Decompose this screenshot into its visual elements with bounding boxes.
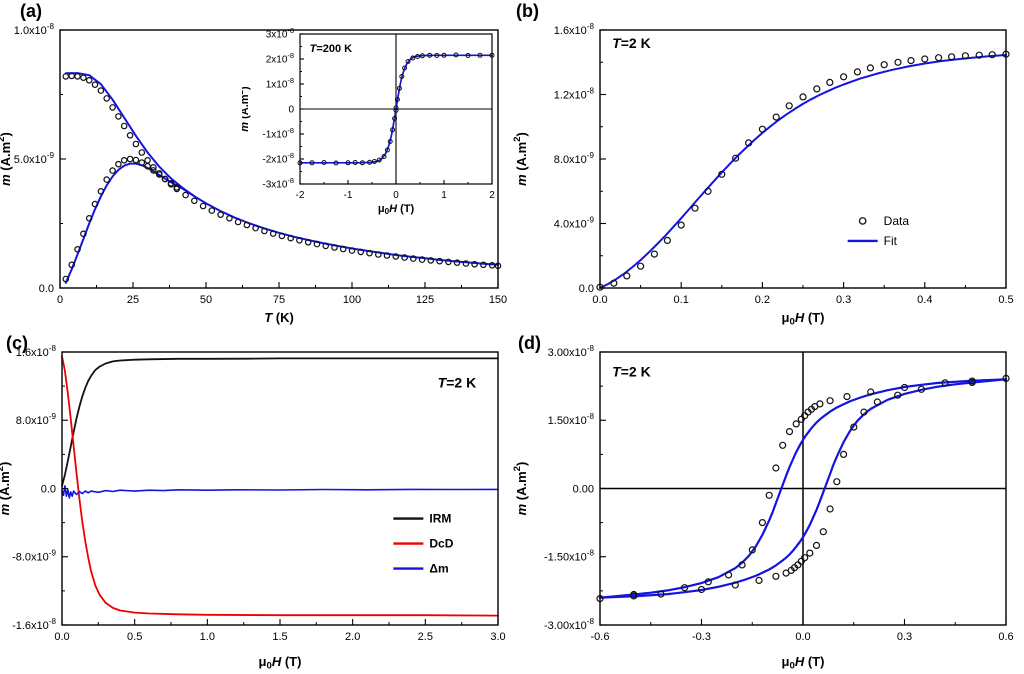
svg-text:-0.6: -0.6 bbox=[591, 631, 610, 643]
svg-text:0: 0 bbox=[288, 105, 294, 116]
svg-text:0.3: 0.3 bbox=[897, 631, 912, 643]
svg-text:0.0: 0.0 bbox=[579, 283, 594, 295]
svg-text:-1: -1 bbox=[344, 190, 353, 201]
svg-text:m (A.m2): m (A.m2) bbox=[512, 132, 529, 186]
svg-text:0.1: 0.1 bbox=[674, 294, 689, 306]
svg-text:100: 100 bbox=[343, 294, 361, 306]
svg-text:1.0: 1.0 bbox=[200, 631, 215, 643]
svg-text:Fit: Fit bbox=[884, 234, 898, 248]
svg-text:50: 50 bbox=[200, 294, 212, 306]
svg-text:3x10-8: 3x10-8 bbox=[266, 26, 294, 40]
svg-text:μ0H (T): μ0H (T) bbox=[782, 310, 825, 328]
panel-d: (d) -0.6 -0.3 0.0 0.3 0.6 -3.00x10-8 -1.50x10-… bbox=[512, 330, 1024, 674]
svg-text:0.4: 0.4 bbox=[917, 294, 932, 306]
svg-text:-2x10-8: -2x10-8 bbox=[262, 151, 294, 166]
svg-text:1.50x10-8: 1.50x10-8 bbox=[548, 412, 595, 427]
panel-b-label: (b) bbox=[516, 1, 539, 21]
svg-text:3.0: 3.0 bbox=[490, 631, 505, 643]
svg-text:DcD: DcD bbox=[429, 537, 453, 551]
svg-text:T=2 K: T=2 K bbox=[438, 374, 477, 390]
svg-text:2.5: 2.5 bbox=[418, 631, 433, 643]
svg-text:-3.00x10-8: -3.00x10-8 bbox=[544, 617, 595, 632]
svg-text:Δm: Δm bbox=[429, 562, 448, 576]
svg-text:0: 0 bbox=[57, 294, 63, 306]
panel-c-label: (c) bbox=[6, 333, 28, 353]
svg-text:0.0: 0.0 bbox=[592, 294, 607, 306]
svg-text:0.5: 0.5 bbox=[998, 294, 1013, 306]
svg-text:-0.3: -0.3 bbox=[692, 631, 711, 643]
svg-text:4.0x10-9: 4.0x10-9 bbox=[554, 215, 595, 230]
panel-b: (b) 0.0 0.1 0.2 0.3 0.4 0.5 0.0 4.0x10-9 8.0x10-… bbox=[512, 0, 1024, 330]
svg-text:-8.0x10-9: -8.0x10-9 bbox=[12, 549, 56, 564]
svg-text:1: 1 bbox=[441, 190, 447, 201]
svg-text:m (A.m2): m (A.m2) bbox=[0, 132, 13, 186]
svg-text:-1x10-8: -1x10-8 bbox=[262, 126, 294, 141]
svg-text:2.0: 2.0 bbox=[345, 631, 360, 643]
svg-text:m (A.m2): m (A.m2) bbox=[242, 86, 251, 132]
svg-text:-1.50x10-8: -1.50x10-8 bbox=[544, 549, 595, 564]
svg-text:75: 75 bbox=[273, 294, 285, 306]
svg-text:0.0: 0.0 bbox=[795, 631, 810, 643]
svg-text:IRM: IRM bbox=[429, 512, 451, 526]
svg-text:m (A.m2): m (A.m2) bbox=[0, 462, 12, 516]
svg-text:8.0x10-9: 8.0x10-9 bbox=[554, 151, 595, 166]
chart-hysteresis-loop-2K: -0.6 -0.3 0.0 0.3 0.6 -3.00x10-8 -1.50x10-8 0.0… bbox=[512, 344, 1014, 672]
svg-text:μ0H (T): μ0H (T) bbox=[259, 654, 302, 672]
svg-text:0.6: 0.6 bbox=[998, 631, 1013, 643]
svg-text:-1.6x10-8: -1.6x10-8 bbox=[12, 617, 56, 632]
svg-text:0.00: 0.00 bbox=[573, 483, 594, 495]
svg-text:2: 2 bbox=[489, 190, 495, 201]
svg-text:25: 25 bbox=[127, 294, 139, 306]
svg-text:5.0x10-9: 5.0x10-9 bbox=[14, 151, 55, 166]
svg-text:2x10-8: 2x10-8 bbox=[266, 51, 294, 66]
svg-text:1.6x10-8: 1.6x10-8 bbox=[16, 344, 57, 359]
chart-irm-dcd-deltam: 0.0 0.5 1.0 1.5 2.0 2.5 3.0 -1.6x10-8 -8.0x10-9 0… bbox=[0, 344, 506, 672]
chart-inset-hysteresis-200K: -2 -1 0 1 2 -3x10-8 -2x10-8 -1x10-8 0 1x10-8 2x10-… bbox=[242, 26, 495, 216]
svg-text:125: 125 bbox=[416, 294, 434, 306]
chart-magnetization-vs-field-2K: 0.0 0.1 0.2 0.3 0.4 0.5 0.0 4.0x10-9 8.0x10-9 1.2… bbox=[512, 22, 1014, 328]
svg-text:μ0H (T): μ0H (T) bbox=[378, 203, 415, 216]
svg-text:T=200 K: T=200 K bbox=[310, 43, 353, 55]
svg-text:3.00x10-8: 3.00x10-8 bbox=[548, 344, 595, 359]
svg-text:1.0x10-8: 1.0x10-8 bbox=[14, 22, 55, 37]
svg-text:0.2: 0.2 bbox=[755, 294, 770, 306]
panel-d-label: (d) bbox=[518, 333, 541, 353]
panel-c: (c) 0.0 0.5 1.0 1.5 2.0 2.5 3.0 -1.6x10-8 -8.0x1… bbox=[0, 330, 512, 674]
svg-text:m (A.m2): m (A.m2) bbox=[512, 462, 529, 516]
svg-text:T (K): T (K) bbox=[264, 310, 294, 325]
svg-text:0.5: 0.5 bbox=[127, 631, 142, 643]
svg-text:0.0: 0.0 bbox=[39, 283, 54, 295]
svg-text:0.0: 0.0 bbox=[41, 483, 56, 495]
svg-text:T=2 K: T=2 K bbox=[612, 364, 651, 380]
svg-text:Data: Data bbox=[884, 214, 910, 228]
svg-text:T=2 K: T=2 K bbox=[612, 35, 651, 51]
svg-text:-2: -2 bbox=[296, 190, 305, 201]
svg-text:μ0H (T): μ0H (T) bbox=[782, 654, 825, 672]
svg-text:0: 0 bbox=[393, 190, 399, 201]
svg-text:150: 150 bbox=[489, 294, 507, 306]
svg-text:1x10-8: 1x10-8 bbox=[266, 76, 294, 91]
svg-text:-3x10-8: -3x10-8 bbox=[262, 176, 294, 191]
svg-text:0.0: 0.0 bbox=[54, 631, 69, 643]
svg-text:1.6x10-8: 1.6x10-8 bbox=[554, 22, 595, 37]
svg-text:1.5: 1.5 bbox=[272, 631, 287, 643]
svg-text:0.3: 0.3 bbox=[836, 294, 851, 306]
svg-text:1.2x10-8: 1.2x10-8 bbox=[554, 86, 595, 101]
svg-text:8.0x10-9: 8.0x10-9 bbox=[16, 412, 57, 427]
panel-a: (a) 0 25 50 75 100 125 150 0.0 5.0x10-9 1.0x10-8 T… bbox=[0, 0, 512, 330]
panel-a-label: (a) bbox=[20, 1, 42, 21]
